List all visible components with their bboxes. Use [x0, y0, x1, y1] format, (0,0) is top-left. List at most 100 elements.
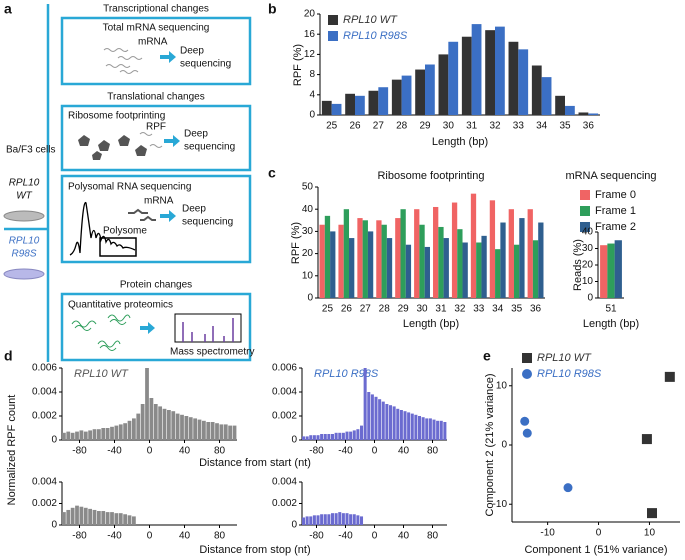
bar [309, 516, 313, 525]
bar [132, 516, 136, 525]
x-tick-label: 27 [373, 121, 385, 132]
label: RPF [146, 122, 166, 133]
x-tick-label: 30 [416, 304, 428, 315]
y-tick-label: 0 [501, 440, 507, 451]
bar [320, 514, 324, 525]
y-tick-label: 16 [304, 29, 316, 40]
bar [462, 242, 468, 298]
bar [374, 396, 378, 440]
bar [367, 231, 374, 298]
bar [323, 514, 327, 525]
bar [414, 209, 420, 298]
bar [66, 431, 71, 440]
y-axis-label: Reads (%) [572, 239, 584, 291]
y-tick-label: 10 [302, 270, 314, 281]
bar [302, 517, 306, 525]
panel-label: e [483, 348, 491, 364]
x-tick-label: 0 [372, 531, 378, 542]
x-tick-label: 51 [605, 304, 617, 315]
y-tick-label: 4 [309, 89, 315, 100]
x-tick-label: -80 [309, 446, 324, 457]
bar [118, 424, 123, 440]
bar [476, 242, 482, 298]
bar [215, 423, 219, 440]
bar [305, 516, 309, 525]
polysome-profile [69, 202, 136, 256]
bar [565, 105, 575, 115]
y-tick-label: 0.002 [272, 498, 297, 509]
x-tick-label: -10 [540, 528, 555, 539]
method-box [60, 16, 252, 86]
bar [136, 413, 141, 440]
polysome-icon [128, 208, 156, 221]
bar [83, 507, 88, 525]
y-tick-label: 0.004 [272, 387, 297, 398]
bar [396, 408, 400, 440]
x-tick-label: -40 [338, 531, 353, 542]
bar [101, 428, 106, 440]
ribosome-icon [78, 135, 147, 160]
panel-label: d [4, 348, 13, 364]
bar [356, 515, 360, 525]
label: sequencing [180, 59, 231, 70]
x-tick-label: 40 [179, 446, 191, 457]
y-tick-label: -10 [493, 499, 508, 510]
bar [97, 429, 101, 440]
box-title: Quantitative proteomics [68, 300, 173, 311]
mrna-icon [103, 48, 143, 74]
cells-label: Ba/F3 cells [6, 145, 55, 156]
bar [407, 412, 411, 440]
legend-marker [522, 353, 532, 363]
bar [399, 410, 403, 440]
bar [330, 231, 336, 298]
bar [312, 515, 316, 525]
bar [202, 420, 206, 440]
chart-title: mRNA sequencing [565, 170, 656, 182]
x-axis-label: Length (bp) [403, 318, 459, 330]
y-tick-label: 0 [309, 110, 315, 121]
bar [338, 432, 342, 440]
bar [432, 419, 436, 440]
bar [433, 206, 439, 298]
bar [425, 418, 429, 440]
bar [600, 245, 608, 298]
bar [123, 514, 128, 525]
y-tick-label: 30 [582, 243, 594, 254]
bar [386, 238, 393, 298]
bar [555, 95, 565, 115]
bar [341, 432, 345, 440]
x-tick-label: 40 [179, 531, 191, 542]
y-tick-label: 0.004 [272, 477, 297, 488]
bar [513, 244, 520, 298]
bar [88, 508, 93, 525]
x-tick-label: 35 [511, 304, 523, 315]
y-tick-label: 0.006 [272, 363, 297, 374]
bar [167, 410, 171, 440]
x-tick-label: 25 [322, 304, 334, 315]
bar [518, 49, 529, 115]
y-tick-label: 0.004 [32, 387, 57, 398]
x-tick-label: 36 [530, 304, 542, 315]
x-tick-label: 32 [489, 121, 501, 132]
bar [439, 420, 443, 440]
bar [378, 399, 382, 440]
bar [70, 507, 75, 525]
bar [489, 200, 496, 298]
label: sequencing [182, 217, 233, 228]
box-title: Total mRNA sequencing [103, 23, 210, 34]
bar [614, 240, 622, 298]
bar [461, 36, 472, 115]
bar [428, 418, 432, 440]
x-tick-label: 40 [398, 531, 410, 542]
bar [114, 425, 119, 440]
bar [309, 435, 313, 440]
box-title: Polysomal RNA sequencing [68, 182, 191, 193]
wt-label: RPL10 [9, 178, 40, 189]
y-tick-label: 0.004 [32, 477, 57, 488]
bar [118, 513, 123, 525]
x-tick-label: 25 [326, 121, 338, 132]
bar [320, 434, 324, 440]
bar [114, 513, 119, 525]
bar [405, 244, 412, 298]
bar [312, 435, 316, 440]
